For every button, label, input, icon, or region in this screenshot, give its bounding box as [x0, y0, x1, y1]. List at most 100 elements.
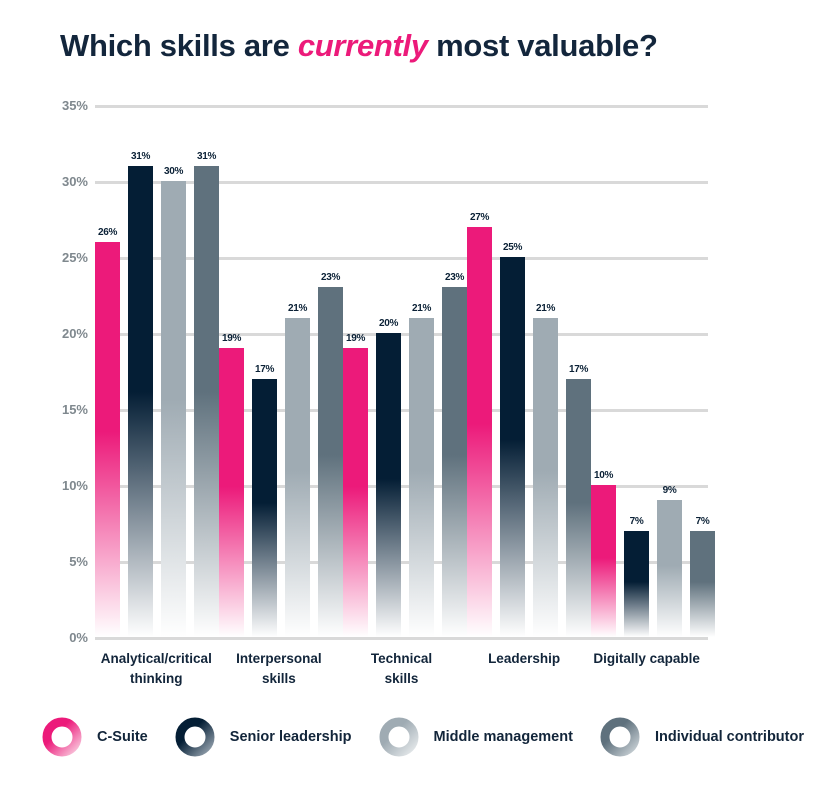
bar-c-suite: [343, 348, 368, 637]
bar-column: 19%: [343, 333, 368, 637]
bar-column: 21%: [409, 303, 434, 637]
gridline: [95, 257, 708, 260]
chart-title-highlight: currently: [297, 28, 428, 63]
bar-c-suite: [467, 227, 492, 637]
gridline: [95, 409, 708, 412]
bar-column: 26%: [95, 227, 120, 637]
bar-value-label: 23%: [320, 272, 341, 283]
legend-label: Individual contributor: [654, 729, 804, 745]
bar-value-label: 21%: [411, 303, 432, 314]
bar-value-label: 17%: [254, 364, 275, 375]
bar-senior-leadership: [500, 257, 525, 637]
bar-column: 17%: [566, 364, 591, 637]
bar-individual-contributor: [566, 379, 591, 637]
bar-column: 23%: [318, 272, 343, 637]
legend-ring-icon: [42, 717, 82, 757]
bar-column: 7%: [624, 516, 649, 637]
x-axis-label-3: Technical skills: [370, 651, 433, 687]
bar-value-label: 19%: [345, 333, 366, 344]
bar-column: 9%: [657, 485, 682, 637]
bar-column: 31%: [128, 151, 153, 637]
gridline: [95, 485, 708, 488]
legend-label: Senior leadership: [229, 729, 352, 745]
bar-column: 17%: [252, 364, 277, 637]
y-tick-label: 0%: [69, 630, 88, 645]
x-axis-label-5: Digitally capable: [593, 651, 700, 666]
bar-value-label: 17%: [568, 364, 589, 375]
y-tick-label: 15%: [61, 402, 88, 417]
legend-label: Middle management: [433, 729, 573, 745]
bar-middle-management: [657, 500, 682, 637]
bar-group-2: 19% 17% 21% 23%: [219, 272, 343, 637]
y-tick-label: 35%: [61, 98, 88, 113]
x-axis-label-1: Analytical/critical thinking: [100, 651, 212, 687]
bar-column: 10%: [591, 470, 616, 637]
bar-column: 21%: [285, 303, 310, 637]
bar-individual-contributor: [318, 287, 343, 637]
bar-value-label: 9%: [662, 485, 677, 496]
legend-item-c-suite: C-Suite: [42, 714, 148, 760]
bar-value-label: 19%: [221, 333, 242, 344]
y-tick-label: 25%: [61, 250, 88, 265]
y-tick-label: 10%: [61, 478, 88, 493]
gridline: [95, 561, 708, 564]
bar-value-label: 7%: [695, 516, 710, 527]
legend-item-senior-leadership: Senior leadership: [175, 714, 352, 760]
chart-title: Which skills are currently most valuable…: [60, 28, 658, 64]
y-tick-label: 30%: [61, 174, 88, 189]
plot-area: 26% 31% 30% 31% 19% 17% 21% 23% 19% 20% 21% 23% 27% 2…: [95, 105, 715, 640]
bar-senior-leadership: [624, 531, 649, 637]
bar-value-label: 30%: [163, 166, 184, 177]
gridline: [95, 181, 708, 184]
bar-column: 25%: [500, 242, 525, 637]
y-tick-label: 20%: [61, 326, 88, 341]
bar-column: 20%: [376, 318, 401, 637]
bar-value-label: 31%: [196, 151, 217, 162]
bar-value-label: 10%: [593, 470, 614, 481]
bar-value-label: 23%: [444, 272, 465, 283]
bar-value-label: 7%: [629, 516, 644, 527]
bar-c-suite: [219, 348, 244, 637]
bar-value-label: 21%: [535, 303, 556, 314]
bar-column: 19%: [219, 333, 244, 637]
legend: C-Suite Senior leadership Middle managemen…: [42, 714, 804, 760]
bar-senior-leadership: [128, 166, 153, 637]
gridline: [95, 637, 708, 640]
gridline: [95, 105, 708, 108]
bar-value-label: 26%: [97, 227, 118, 238]
bar-middle-management: [161, 181, 186, 637]
chart-title-suffix: most valuable?: [427, 28, 658, 63]
legend-ring-icon: [379, 717, 419, 757]
bar-c-suite: [95, 242, 120, 637]
bar-column: 23%: [442, 272, 467, 637]
bar-middle-management: [285, 318, 310, 637]
bar-middle-management: [409, 318, 434, 637]
x-axis-label-2: Interpersonal skills: [236, 651, 322, 687]
x-axis-label-4: Leadership: [488, 651, 561, 666]
bar-senior-leadership: [252, 379, 277, 637]
bar-individual-contributor: [690, 531, 715, 637]
bar-group-3: 19% 20% 21% 23%: [343, 272, 467, 637]
bar-group-4: 27% 25% 21% 17%: [467, 212, 591, 637]
bar-c-suite: [591, 485, 616, 637]
bar-column: 31%: [194, 151, 219, 637]
legend-item-individual-contributor: Individual contributor: [600, 714, 804, 760]
bar-value-label: 31%: [130, 151, 151, 162]
bar-individual-contributor: [194, 166, 219, 637]
x-axis-labels: Analytical/critical thinking Interpersonal…: [95, 649, 708, 690]
bar-column: 21%: [533, 303, 558, 637]
bar-middle-management: [533, 318, 558, 637]
bar-senior-leadership: [376, 333, 401, 637]
bar-value-label: 25%: [502, 242, 523, 253]
bar-value-label: 20%: [378, 318, 399, 329]
legend-ring-icon: [600, 717, 640, 757]
bar-individual-contributor: [442, 287, 467, 637]
bar-value-label: 27%: [469, 212, 490, 223]
legend-label: C-Suite: [97, 729, 148, 745]
bar-group-5: 10% 7% 9% 7%: [591, 470, 715, 637]
gridline: [95, 333, 708, 336]
bar-value-label: 21%: [287, 303, 308, 314]
bar-column: 7%: [690, 516, 715, 637]
legend-ring-icon: [175, 717, 215, 757]
